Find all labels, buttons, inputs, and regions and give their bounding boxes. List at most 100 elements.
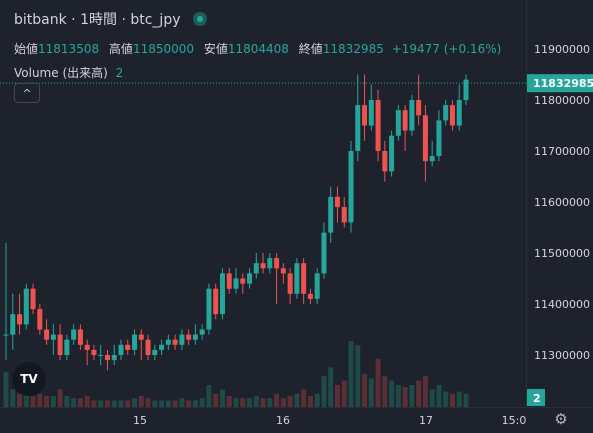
candle-body bbox=[456, 100, 462, 126]
time-axis[interactable]: 15 16 17 15:0 bbox=[133, 414, 526, 427]
candle bbox=[165, 334, 171, 350]
candle bbox=[443, 100, 449, 126]
volume-bar bbox=[125, 400, 131, 407]
price-tick-label: 11900000 bbox=[534, 43, 590, 56]
candle bbox=[186, 329, 192, 345]
candle-body bbox=[37, 309, 43, 330]
candle bbox=[125, 339, 131, 355]
market-status-icon[interactable] bbox=[192, 12, 207, 26]
candle-body bbox=[132, 334, 138, 350]
candle-body bbox=[71, 329, 77, 340]
volume-bar bbox=[57, 389, 63, 407]
candle-body bbox=[159, 344, 165, 350]
volume-bar bbox=[172, 400, 178, 407]
volume-bar bbox=[463, 393, 469, 407]
volume-bar bbox=[422, 376, 428, 407]
candle bbox=[395, 105, 401, 141]
candle bbox=[348, 140, 354, 233]
candle-body bbox=[409, 100, 415, 131]
candle bbox=[334, 186, 340, 223]
candle-body bbox=[287, 273, 293, 294]
price-tick-label: 11600000 bbox=[534, 196, 590, 209]
volume-bar bbox=[260, 398, 266, 407]
candle-body bbox=[30, 288, 36, 310]
volume-bar bbox=[402, 387, 408, 407]
settings-gear-icon[interactable]: ⚙ bbox=[554, 410, 568, 428]
volume-bar bbox=[219, 389, 225, 407]
candle bbox=[274, 253, 280, 304]
candle bbox=[260, 253, 266, 274]
candle-body bbox=[301, 263, 307, 294]
candle-body bbox=[199, 329, 205, 335]
candle bbox=[233, 268, 239, 294]
last-volume-label: 2 bbox=[527, 389, 545, 406]
candle-body bbox=[449, 105, 455, 126]
volume-bar bbox=[199, 398, 205, 407]
volume-bar bbox=[267, 398, 273, 407]
candle-body bbox=[23, 288, 29, 325]
candle bbox=[10, 293, 16, 350]
candle-body bbox=[226, 273, 232, 289]
candle-body bbox=[328, 196, 334, 233]
symbol-name: btc_jpy bbox=[130, 12, 181, 28]
candle-body bbox=[253, 263, 259, 274]
volume-bar bbox=[152, 400, 158, 407]
candle-body bbox=[307, 293, 313, 299]
open-label: 始値 bbox=[14, 42, 39, 56]
candle bbox=[192, 324, 198, 345]
change-percent: (+0.16%) bbox=[443, 42, 502, 56]
candle bbox=[152, 344, 158, 361]
volume-bar bbox=[443, 391, 449, 407]
candle bbox=[314, 268, 320, 304]
volume-bar bbox=[409, 385, 415, 407]
volume-bar bbox=[274, 393, 280, 407]
candle-body bbox=[192, 334, 198, 340]
collapse-legend-button[interactable]: ^ bbox=[14, 83, 40, 103]
last-price-text: 11832985 bbox=[533, 77, 593, 90]
candle bbox=[57, 324, 63, 361]
candle bbox=[104, 349, 110, 371]
candle bbox=[118, 339, 124, 361]
volume-bar bbox=[368, 378, 374, 407]
candle-body bbox=[10, 314, 16, 335]
candle bbox=[77, 324, 83, 350]
volume-bar bbox=[3, 371, 9, 407]
candle bbox=[240, 273, 246, 294]
candle-body bbox=[274, 258, 280, 269]
volume-bar bbox=[301, 389, 307, 407]
candle-body bbox=[314, 273, 320, 299]
price-tick-label: 11400000 bbox=[534, 298, 590, 311]
volume-bar bbox=[280, 398, 286, 407]
candle bbox=[280, 263, 286, 284]
candle-body bbox=[267, 258, 273, 269]
volume-bar bbox=[328, 367, 334, 407]
candle-body bbox=[206, 288, 212, 330]
volume-label: Volume (出来高) bbox=[14, 66, 108, 80]
candle-body bbox=[152, 349, 158, 355]
candle bbox=[449, 100, 455, 131]
volume-bar bbox=[104, 400, 110, 407]
volume-bar bbox=[17, 393, 23, 407]
candle bbox=[179, 329, 185, 350]
candle-body bbox=[247, 273, 253, 284]
candle bbox=[172, 334, 178, 350]
candle bbox=[328, 186, 334, 243]
candle bbox=[321, 222, 327, 279]
low-value: 11804408 bbox=[227, 42, 289, 56]
candle-body bbox=[389, 135, 395, 172]
candle bbox=[375, 89, 381, 162]
close-value: 11832985 bbox=[322, 42, 384, 56]
candle bbox=[3, 242, 9, 361]
time-tick-label: 15:0 bbox=[502, 414, 527, 427]
price-tick-label: 11700000 bbox=[534, 145, 590, 158]
tradingview-logo[interactable]: TV bbox=[12, 362, 46, 396]
price-axis[interactable]: 11900000 11800000 11700000 11600000 11500000… bbox=[534, 43, 590, 362]
candle bbox=[301, 258, 307, 304]
candle-body bbox=[334, 196, 340, 208]
candle-body bbox=[179, 334, 185, 345]
volume-bar bbox=[348, 341, 354, 407]
volume-bar bbox=[233, 398, 239, 407]
volume-bar bbox=[145, 398, 151, 407]
